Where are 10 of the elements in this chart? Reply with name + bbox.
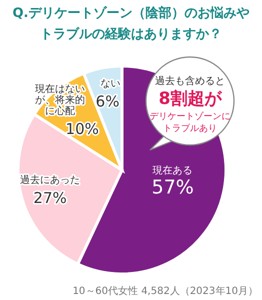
callout: 過去も含めると 8割超が デリケートゾーンにトラブルあり [145, 56, 235, 151]
data-label: 10% [66, 120, 99, 138]
slice-label: 現在ある [152, 164, 193, 176]
title: Q.デリケートゾーン（陰部）のお悩みやトラブルの経験はありますか？ [12, 6, 250, 42]
slice-label: ない [100, 78, 121, 90]
note: 10～60代女性 4,582人（2023年10月） [72, 286, 258, 297]
data-label: 57% [152, 176, 194, 198]
slice-label: 過去にあった [20, 174, 80, 186]
data-label: 6% [96, 92, 120, 110]
data-label: 27% [33, 188, 67, 207]
